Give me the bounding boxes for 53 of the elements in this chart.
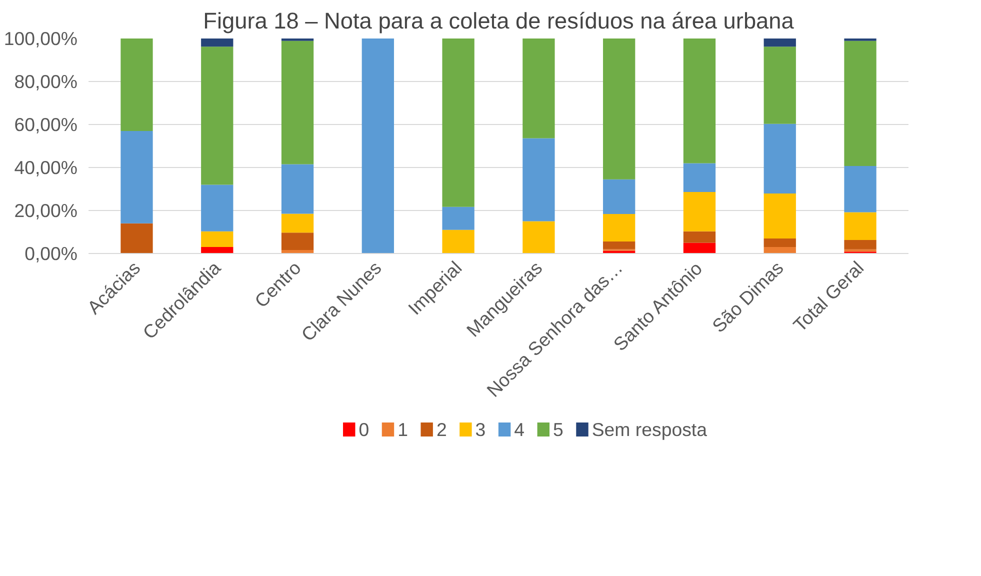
bar [281, 232, 314, 250]
bar [442, 230, 474, 254]
legend-label: 5 [553, 419, 564, 440]
bar [120, 38, 153, 131]
bar [281, 214, 314, 233]
bar [522, 38, 555, 138]
bar [764, 46, 796, 124]
y-tick-label: 80,00% [14, 71, 78, 92]
legend-label: Sem resposta [592, 419, 708, 440]
bar [844, 240, 876, 250]
y-tick-label: 100,00% [4, 28, 78, 49]
bar [120, 130, 153, 224]
bar [764, 38, 796, 47]
bar [844, 212, 876, 240]
legend-label: 0 [358, 419, 370, 440]
bar [683, 231, 716, 243]
bar [603, 179, 636, 214]
bar [201, 38, 234, 47]
bar [281, 40, 314, 164]
bar [844, 166, 876, 212]
y-tick-label: 60,00% [14, 114, 78, 135]
bar [522, 221, 555, 254]
y-tick-label: 20,00% [14, 200, 78, 221]
bar [764, 247, 796, 254]
bar [442, 206, 474, 230]
legend-label: 3 [475, 419, 486, 440]
bar [683, 242, 716, 254]
bar [603, 241, 636, 250]
bar [764, 238, 796, 248]
bar [603, 214, 636, 242]
bar [120, 223, 153, 254]
bar [362, 38, 394, 254]
bar [683, 192, 716, 232]
bar [201, 46, 234, 185]
bar [201, 231, 234, 248]
y-tick-label: 40,00% [14, 157, 78, 178]
bar [281, 164, 314, 214]
bar [201, 184, 234, 232]
bar [764, 194, 796, 238]
bar [844, 249, 876, 252]
bar [603, 38, 636, 180]
bar [683, 38, 716, 164]
bar [442, 38, 474, 207]
bar [764, 124, 796, 194]
legend-label: 2 [436, 419, 447, 440]
legend-label: 1 [398, 419, 408, 440]
bar [683, 163, 716, 192]
chart-title: Figura 18 – Nota para a coleta de resíduos na área urbana [203, 8, 794, 34]
y-tick-label: 0,00% [24, 243, 78, 264]
bar [201, 247, 234, 254]
bar [844, 40, 876, 166]
bar [522, 138, 555, 222]
legend-label: 4 [514, 419, 525, 440]
